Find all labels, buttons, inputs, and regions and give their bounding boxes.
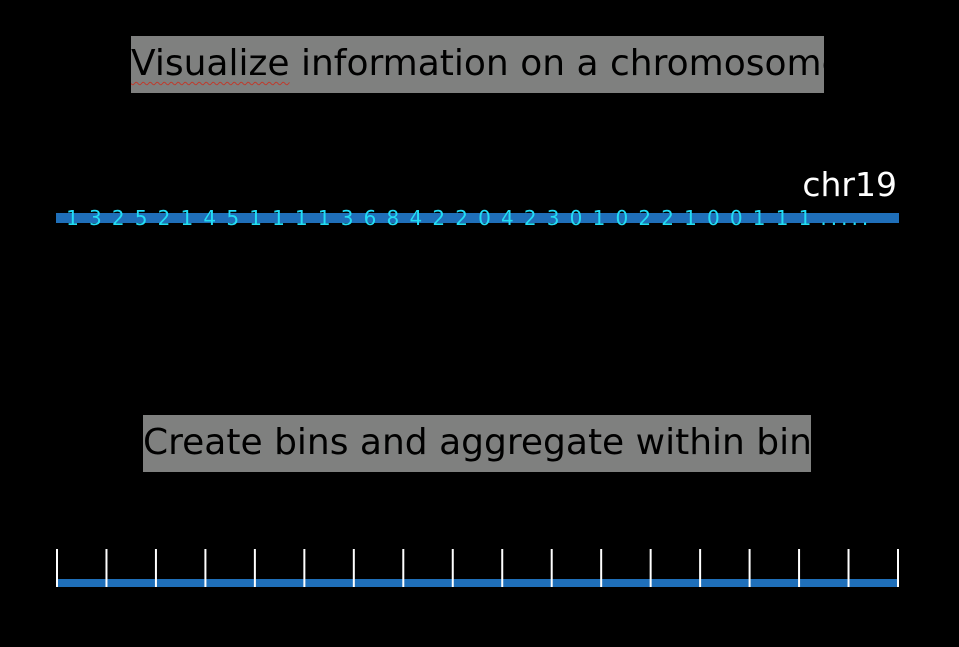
count-value: 1 bbox=[317, 206, 331, 230]
count-value: 3 bbox=[546, 206, 560, 230]
count-value: 3 bbox=[88, 206, 102, 230]
count-value: 0 bbox=[615, 206, 629, 230]
count-value: 1 bbox=[66, 206, 79, 230]
title-bins: Create bins and aggregate within bins bbox=[143, 415, 831, 472]
count-value: 3 bbox=[340, 206, 354, 230]
count-value: 5 bbox=[226, 206, 240, 230]
binned-chromosome bbox=[56, 549, 899, 587]
count-value: 1 bbox=[798, 206, 812, 230]
title-visualize: Visualize information on a chromosome bbox=[131, 36, 844, 93]
count-value: 4 bbox=[501, 206, 514, 230]
count-value: 4 bbox=[203, 206, 217, 230]
count-value: 1 bbox=[775, 206, 789, 230]
count-value: 5 bbox=[134, 206, 148, 230]
count-value: 1 bbox=[249, 206, 262, 230]
count-value: 2 bbox=[432, 206, 446, 230]
count-value: 2 bbox=[661, 206, 674, 230]
position-counts: 1 3 2 5 2 1 4 5 1 1 1 1 3 6 8 4 2 2 0 4 2 3 0 1 0 2 2 1 0 0 1 1 1..... bbox=[61, 204, 872, 232]
count-value: 1 bbox=[752, 206, 766, 230]
count-value: 0 bbox=[707, 206, 720, 230]
count-value: 1 bbox=[684, 206, 697, 230]
continuation-dots: ..... bbox=[820, 206, 873, 230]
count-value: 6 bbox=[363, 206, 377, 230]
count-value: 2 bbox=[638, 206, 652, 230]
chromosome-label: chr19 bbox=[802, 165, 897, 204]
count-value: 0 bbox=[569, 206, 583, 230]
count-value: 2 bbox=[111, 206, 125, 230]
count-value: 8 bbox=[386, 206, 400, 230]
count-value: 2 bbox=[157, 206, 171, 230]
chromosome-bar bbox=[56, 213, 899, 223]
bins-bar bbox=[56, 579, 899, 587]
count-value: 1 bbox=[592, 206, 606, 230]
spellcheck-flagged-word: Visualize bbox=[131, 43, 290, 84]
count-value: 4 bbox=[409, 206, 423, 230]
count-value: 1 bbox=[294, 206, 308, 230]
count-value: 1 bbox=[180, 206, 194, 230]
count-value: 0 bbox=[729, 206, 743, 230]
count-value: 2 bbox=[523, 206, 537, 230]
count-value: 1 bbox=[272, 206, 285, 230]
count-value: 2 bbox=[455, 206, 468, 230]
title-visualize-rest: information on a chromosome bbox=[289, 43, 844, 84]
count-value: 0 bbox=[478, 206, 491, 230]
